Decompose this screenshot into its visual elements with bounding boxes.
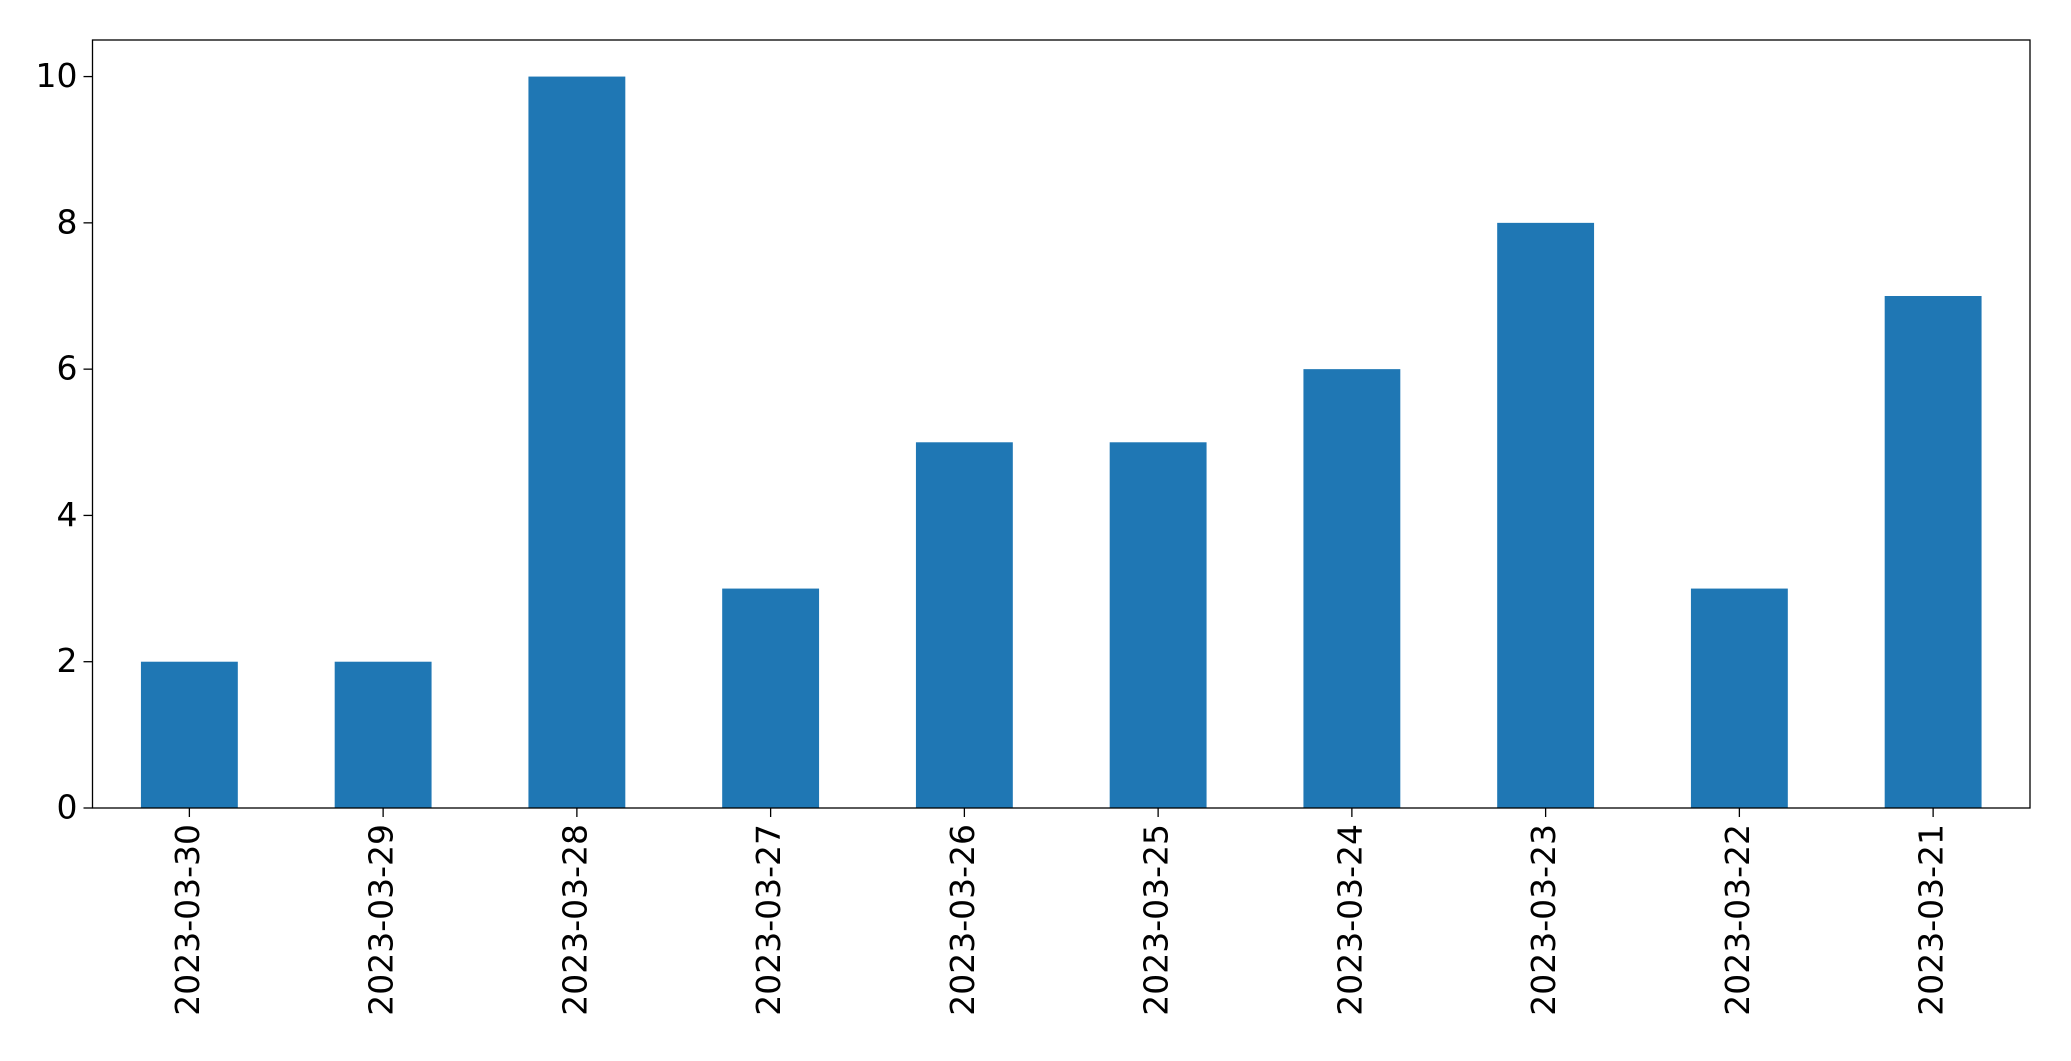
- x-tick-label: 2023-03-21: [1912, 824, 1951, 1016]
- bar: [722, 588, 820, 808]
- bar: [915, 442, 1013, 808]
- y-tick-label: 4: [57, 495, 78, 534]
- x-tick-label: 2023-03-24: [1330, 824, 1369, 1016]
- bar: [1884, 296, 1982, 808]
- x-tick-label: 2023-03-22: [1718, 824, 1757, 1016]
- bar: [1690, 588, 1788, 808]
- bar: [140, 661, 238, 808]
- x-tick-label: 2023-03-29: [362, 824, 401, 1016]
- y-tick-label: 0: [57, 788, 78, 827]
- bar: [1109, 442, 1207, 808]
- bar: [1303, 369, 1401, 808]
- x-tick-label: 2023-03-30: [168, 824, 207, 1016]
- plot-frame: [91, 39, 2031, 809]
- x-tick-label: 2023-03-27: [749, 824, 788, 1016]
- x-tick-label: 2023-03-28: [555, 824, 594, 1016]
- y-tick-label: 6: [57, 349, 78, 388]
- y-tick-label: 10: [36, 56, 78, 95]
- bar: [334, 661, 432, 808]
- y-tick-label: 8: [57, 202, 78, 241]
- x-tick-label: 2023-03-23: [1524, 824, 1563, 1016]
- x-tick-label: 2023-03-25: [1137, 824, 1176, 1016]
- y-tick-label: 2: [57, 641, 78, 680]
- x-tick-label: 2023-03-26: [943, 824, 982, 1016]
- bar: [1497, 222, 1595, 808]
- bar: [528, 76, 626, 809]
